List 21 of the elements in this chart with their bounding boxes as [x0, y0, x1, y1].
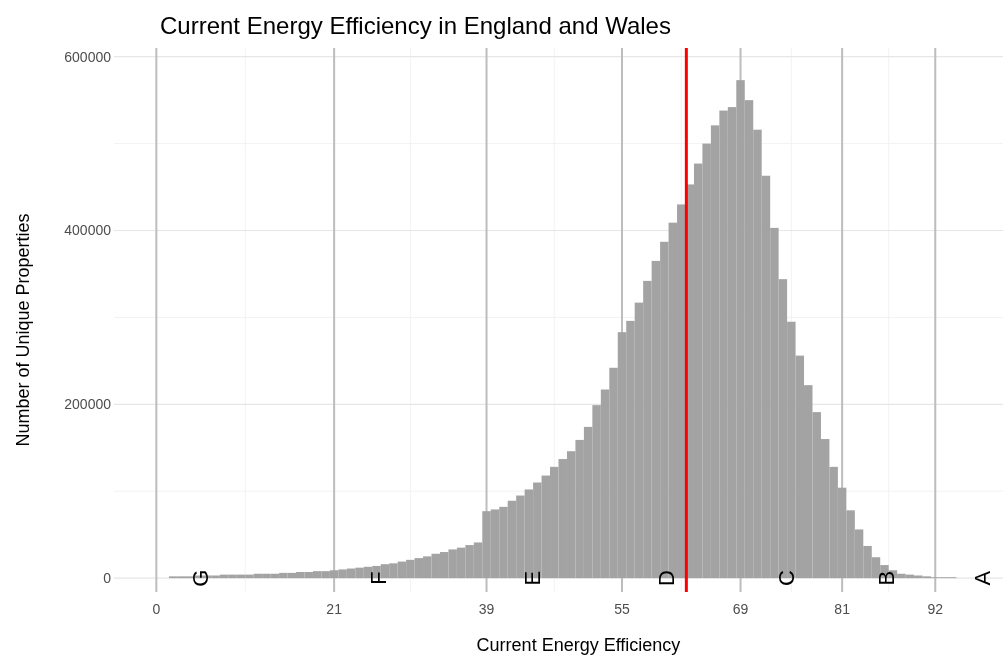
annotation: B — [873, 570, 899, 586]
x-tick-label: 0 — [152, 601, 161, 617]
y-axis-title: Number of Unique Properties — [13, 213, 33, 447]
x-tick-label: 55 — [614, 601, 630, 617]
x-axis-title: Current Energy Efficiency — [476, 635, 681, 655]
annotation: A — [969, 570, 995, 586]
y-tick-label: 400000 — [64, 222, 112, 239]
y-tick-label: 0 — [103, 570, 112, 587]
x-tick-label: 81 — [834, 601, 851, 617]
annotation: C — [773, 570, 799, 587]
x-tick-label: 69 — [732, 601, 749, 617]
y-tick-label: 200000 — [64, 396, 112, 413]
annotation: G — [187, 569, 213, 587]
x-tick-label: 39 — [478, 601, 495, 617]
chart-title: Current Energy Efficiency in England and Wales — [160, 12, 671, 39]
annotation: E — [519, 570, 545, 586]
y-tick-label: 600000 — [64, 48, 112, 65]
x-tick-label: 21 — [326, 601, 343, 617]
annotation: D — [653, 570, 679, 587]
annotation: F — [365, 571, 391, 585]
x-tick-label: 92 — [927, 601, 944, 617]
